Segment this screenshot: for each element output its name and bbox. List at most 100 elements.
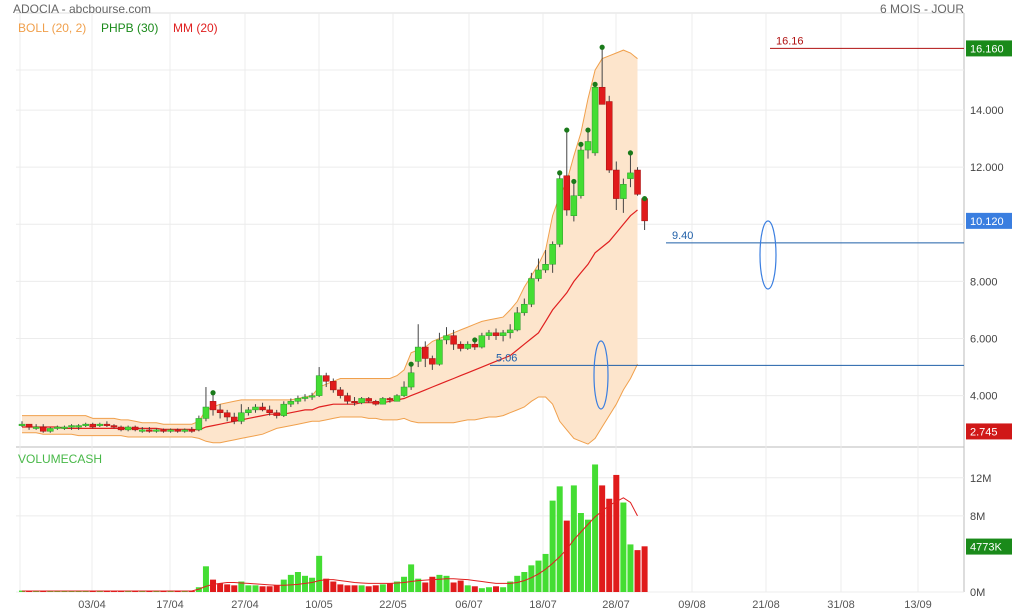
candle-body [259,406,266,411]
volume-tick-label: 0M [970,587,985,599]
candle [351,397,358,406]
candle [584,127,592,159]
candle [577,141,585,199]
phpb-marker [472,337,478,343]
candle [613,161,620,211]
candle-body [308,395,316,398]
volume-bar [606,498,613,592]
candle [598,44,606,105]
candle-body [110,425,118,428]
volume-bar [577,513,584,592]
candle-body [450,335,457,345]
candle [485,329,493,340]
volume-bar [68,591,75,592]
volume-bar [146,591,153,592]
volume-bar [287,574,294,592]
volume-bar [75,591,82,592]
volume-tag-bg [966,538,1012,555]
y-tick-label: 14.000 [970,105,1004,117]
x-tick-label: 09/08 [678,599,706,611]
candle-body [400,386,408,396]
volume-bar [570,485,577,592]
volume-bar [252,585,259,592]
candle-body [379,398,387,405]
candle [181,428,188,433]
period-label: 6 MOIS - JOUR [879,2,964,16]
volume-bar [415,578,422,592]
candle [308,392,316,400]
candle-body [181,429,188,432]
phpb-marker [599,44,605,50]
low-price-tag-bg [966,423,1012,440]
volume-bar [620,502,627,592]
candle-body [443,335,450,341]
phpb-marker [564,127,570,133]
candle [54,425,61,430]
candle [146,427,153,433]
volume-bar [153,591,160,592]
volume-bar [174,591,181,592]
candle [259,402,266,412]
volume-bar [40,591,47,592]
candle [96,422,104,428]
volume-bar [599,485,606,592]
candle-body [252,406,259,411]
candle-body [96,423,104,426]
candle [216,404,224,419]
candle [110,424,118,429]
candle-body [429,358,436,365]
volume-bar [365,586,372,592]
candle [605,95,613,173]
candle [315,367,323,398]
volume-bar [302,575,308,592]
candle [322,372,330,388]
candle [414,324,422,368]
volume-bar [118,591,125,592]
candle-body [202,406,210,419]
candle-body [641,198,648,222]
volume-bar [372,585,379,592]
candle [287,398,295,408]
candle [549,241,556,273]
candle [620,178,627,213]
candle [174,428,181,433]
candle-body [124,426,132,431]
volume-bar [125,591,132,592]
volume-bar [493,586,500,592]
volume-bar [323,578,330,592]
candle-body [464,343,471,349]
candle [280,401,288,418]
candle-body [188,429,196,432]
candle [82,422,89,428]
phpb-marker [578,141,584,147]
candle [160,428,167,433]
volume-bar [266,586,273,592]
volume-bar [613,474,620,592]
candle [25,423,33,430]
candle [188,427,196,433]
volume-bar [259,586,266,592]
candle [464,341,471,350]
candle [634,167,641,196]
volume-bar [634,550,641,592]
candle-body [280,403,288,416]
x-tick-label: 28/07 [602,599,630,611]
candle [422,341,429,368]
volume-bar [344,585,351,592]
candle-body [584,141,592,151]
volume-bar [641,546,648,592]
candle-body [414,346,422,362]
legend-phpb: PHPB (30) [101,21,159,35]
candle [344,392,351,405]
volume-bar [457,580,464,592]
candle-body [393,395,401,402]
volume-bar [528,565,535,592]
volume-bar [139,591,146,592]
candle-body [68,425,75,428]
candle [641,195,648,230]
candle [117,425,125,432]
candle-body [103,423,111,426]
volume-bar [500,587,507,592]
